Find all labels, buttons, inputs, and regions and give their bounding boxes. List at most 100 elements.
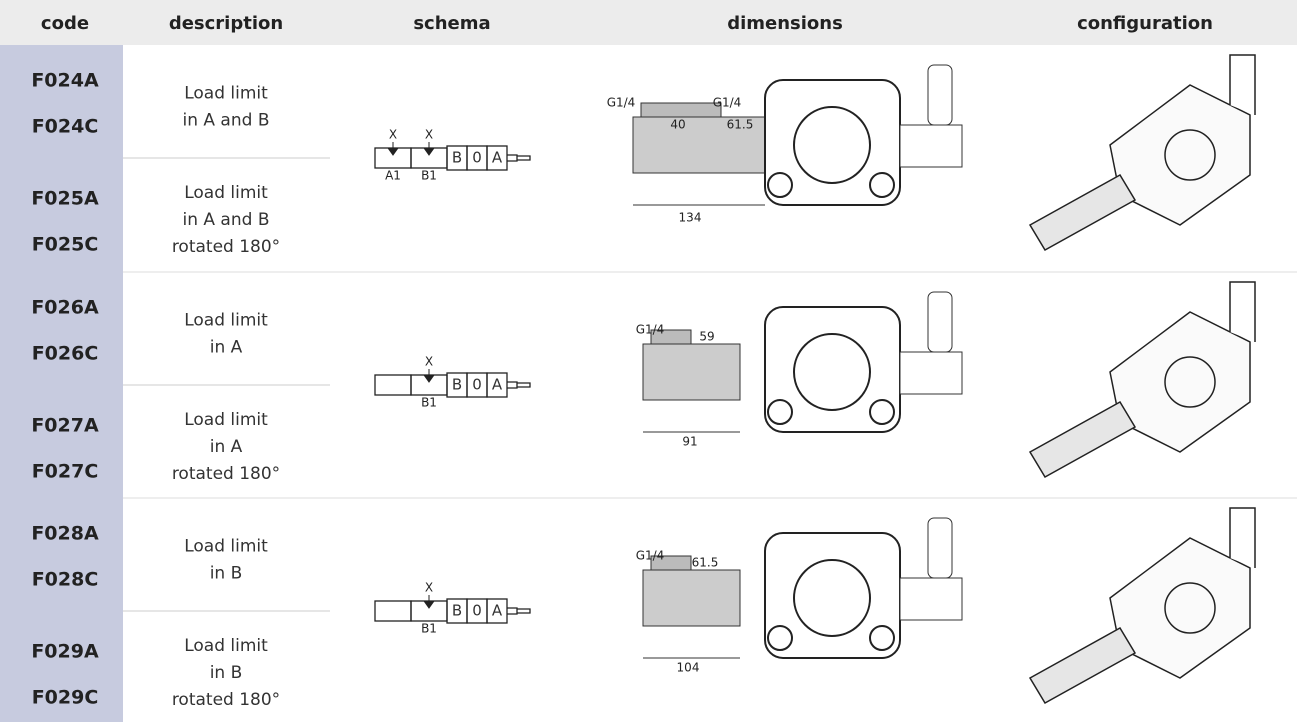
description-line: Load limit [184, 410, 268, 430]
schema-port-box [374, 600, 412, 622]
dimension-label: G1/4 [607, 96, 636, 110]
schema-port-label: A1 [385, 169, 401, 183]
dimension-label: 134 [679, 211, 702, 225]
code: F029C [32, 687, 99, 709]
code: F025A [31, 188, 99, 210]
schema-check-valve [423, 369, 435, 383]
column-header: dimensions [727, 13, 843, 34]
config-boss [1164, 129, 1216, 181]
code-column-background [0, 45, 123, 722]
code: F028C [32, 569, 99, 591]
code: F028A [31, 523, 99, 545]
valve-hole [869, 172, 895, 198]
schema-port-label: B1 [421, 169, 437, 183]
schema-spool-label: 0 [472, 376, 482, 394]
valve-body [764, 532, 901, 659]
schema-port-mark: X [425, 581, 433, 595]
port-block [640, 102, 722, 118]
description-line: in A [210, 338, 243, 358]
column-header: description [169, 13, 283, 34]
dimension-label: G1/4 [636, 323, 665, 337]
schema-stub [507, 154, 531, 162]
config-body [1109, 537, 1251, 679]
code: F024A [31, 70, 99, 92]
valve-hole [869, 399, 895, 425]
valve-body [764, 306, 901, 433]
config-cylinder [1028, 173, 1137, 252]
valve-boss [793, 106, 871, 184]
schema-spool-label: B [452, 149, 462, 167]
schema-spool-label: B [452, 602, 462, 620]
dimension-label: G1/4 [713, 96, 742, 110]
description-line: Load limit [184, 636, 268, 656]
schema-port-mark: X [425, 355, 433, 369]
config-cylinder [1028, 626, 1137, 705]
code: F029A [31, 641, 99, 663]
cylinder [642, 569, 741, 627]
spool-end [899, 351, 963, 395]
config-body [1109, 84, 1251, 226]
dimension-label: 61.5 [692, 556, 719, 570]
config-handle [1229, 281, 1256, 342]
config-handle [1229, 54, 1256, 115]
schema-spool-label: 0 [472, 149, 482, 167]
valve-hole [869, 625, 895, 651]
schema-port-label: B1 [421, 622, 437, 636]
dimension-label: G1/4 [636, 549, 665, 563]
schema-stub [507, 607, 531, 615]
description-line: in B [210, 663, 243, 683]
port-block [650, 329, 692, 345]
spool-end [899, 577, 963, 621]
dimension-label: 59 [699, 330, 714, 344]
description-line: in A and B [183, 111, 270, 131]
schema-spool-label: A [492, 602, 503, 620]
schema-spool-box [486, 145, 508, 171]
handle [927, 291, 953, 353]
config-handle [1229, 507, 1256, 568]
description-line: Load limit [184, 183, 268, 203]
code: F026A [31, 297, 99, 319]
header-background [0, 0, 1297, 45]
code: F027A [31, 415, 99, 437]
schema-spool-label: 0 [472, 602, 482, 620]
handle [927, 64, 953, 126]
cylinder [632, 116, 766, 174]
schema-port-box [374, 374, 412, 396]
valve-hole [767, 172, 793, 198]
dimension-label: 61.5 [727, 118, 754, 132]
description-line: in A and B [183, 210, 270, 230]
schema-spool-label: B [452, 376, 462, 394]
handle [927, 517, 953, 579]
description-line: rotated 180° [172, 690, 280, 710]
schema-check-valve [423, 595, 435, 609]
code: F027C [32, 461, 99, 483]
dimension-label: 104 [677, 661, 700, 675]
valve-hole [767, 625, 793, 651]
valve-hole [767, 399, 793, 425]
schema-check-valve [423, 142, 435, 156]
description-line: in B [210, 564, 243, 584]
config-boss [1164, 582, 1216, 634]
code: F025C [32, 234, 99, 256]
schema-spool-box [486, 598, 508, 624]
schema-spool-label: A [492, 149, 503, 167]
schema-stub [507, 381, 531, 389]
cylinder [642, 343, 741, 401]
code: F026C [32, 343, 99, 365]
schema-port-label: B1 [421, 396, 437, 410]
column-header: code [41, 13, 89, 34]
port-block [650, 555, 692, 571]
description-line: rotated 180° [172, 237, 280, 257]
description-line: in A [210, 437, 243, 457]
description-line: Load limit [184, 537, 268, 557]
description-line: Load limit [184, 311, 268, 331]
schema-port-mark: X [389, 128, 397, 142]
column-header: configuration [1077, 13, 1213, 34]
schema-spool-box [486, 372, 508, 398]
dimension-label: 40 [670, 118, 685, 132]
config-boss [1164, 356, 1216, 408]
schema-spool-label: A [492, 376, 503, 394]
schema-port-mark: X [425, 128, 433, 142]
description-line: Load limit [184, 84, 268, 104]
